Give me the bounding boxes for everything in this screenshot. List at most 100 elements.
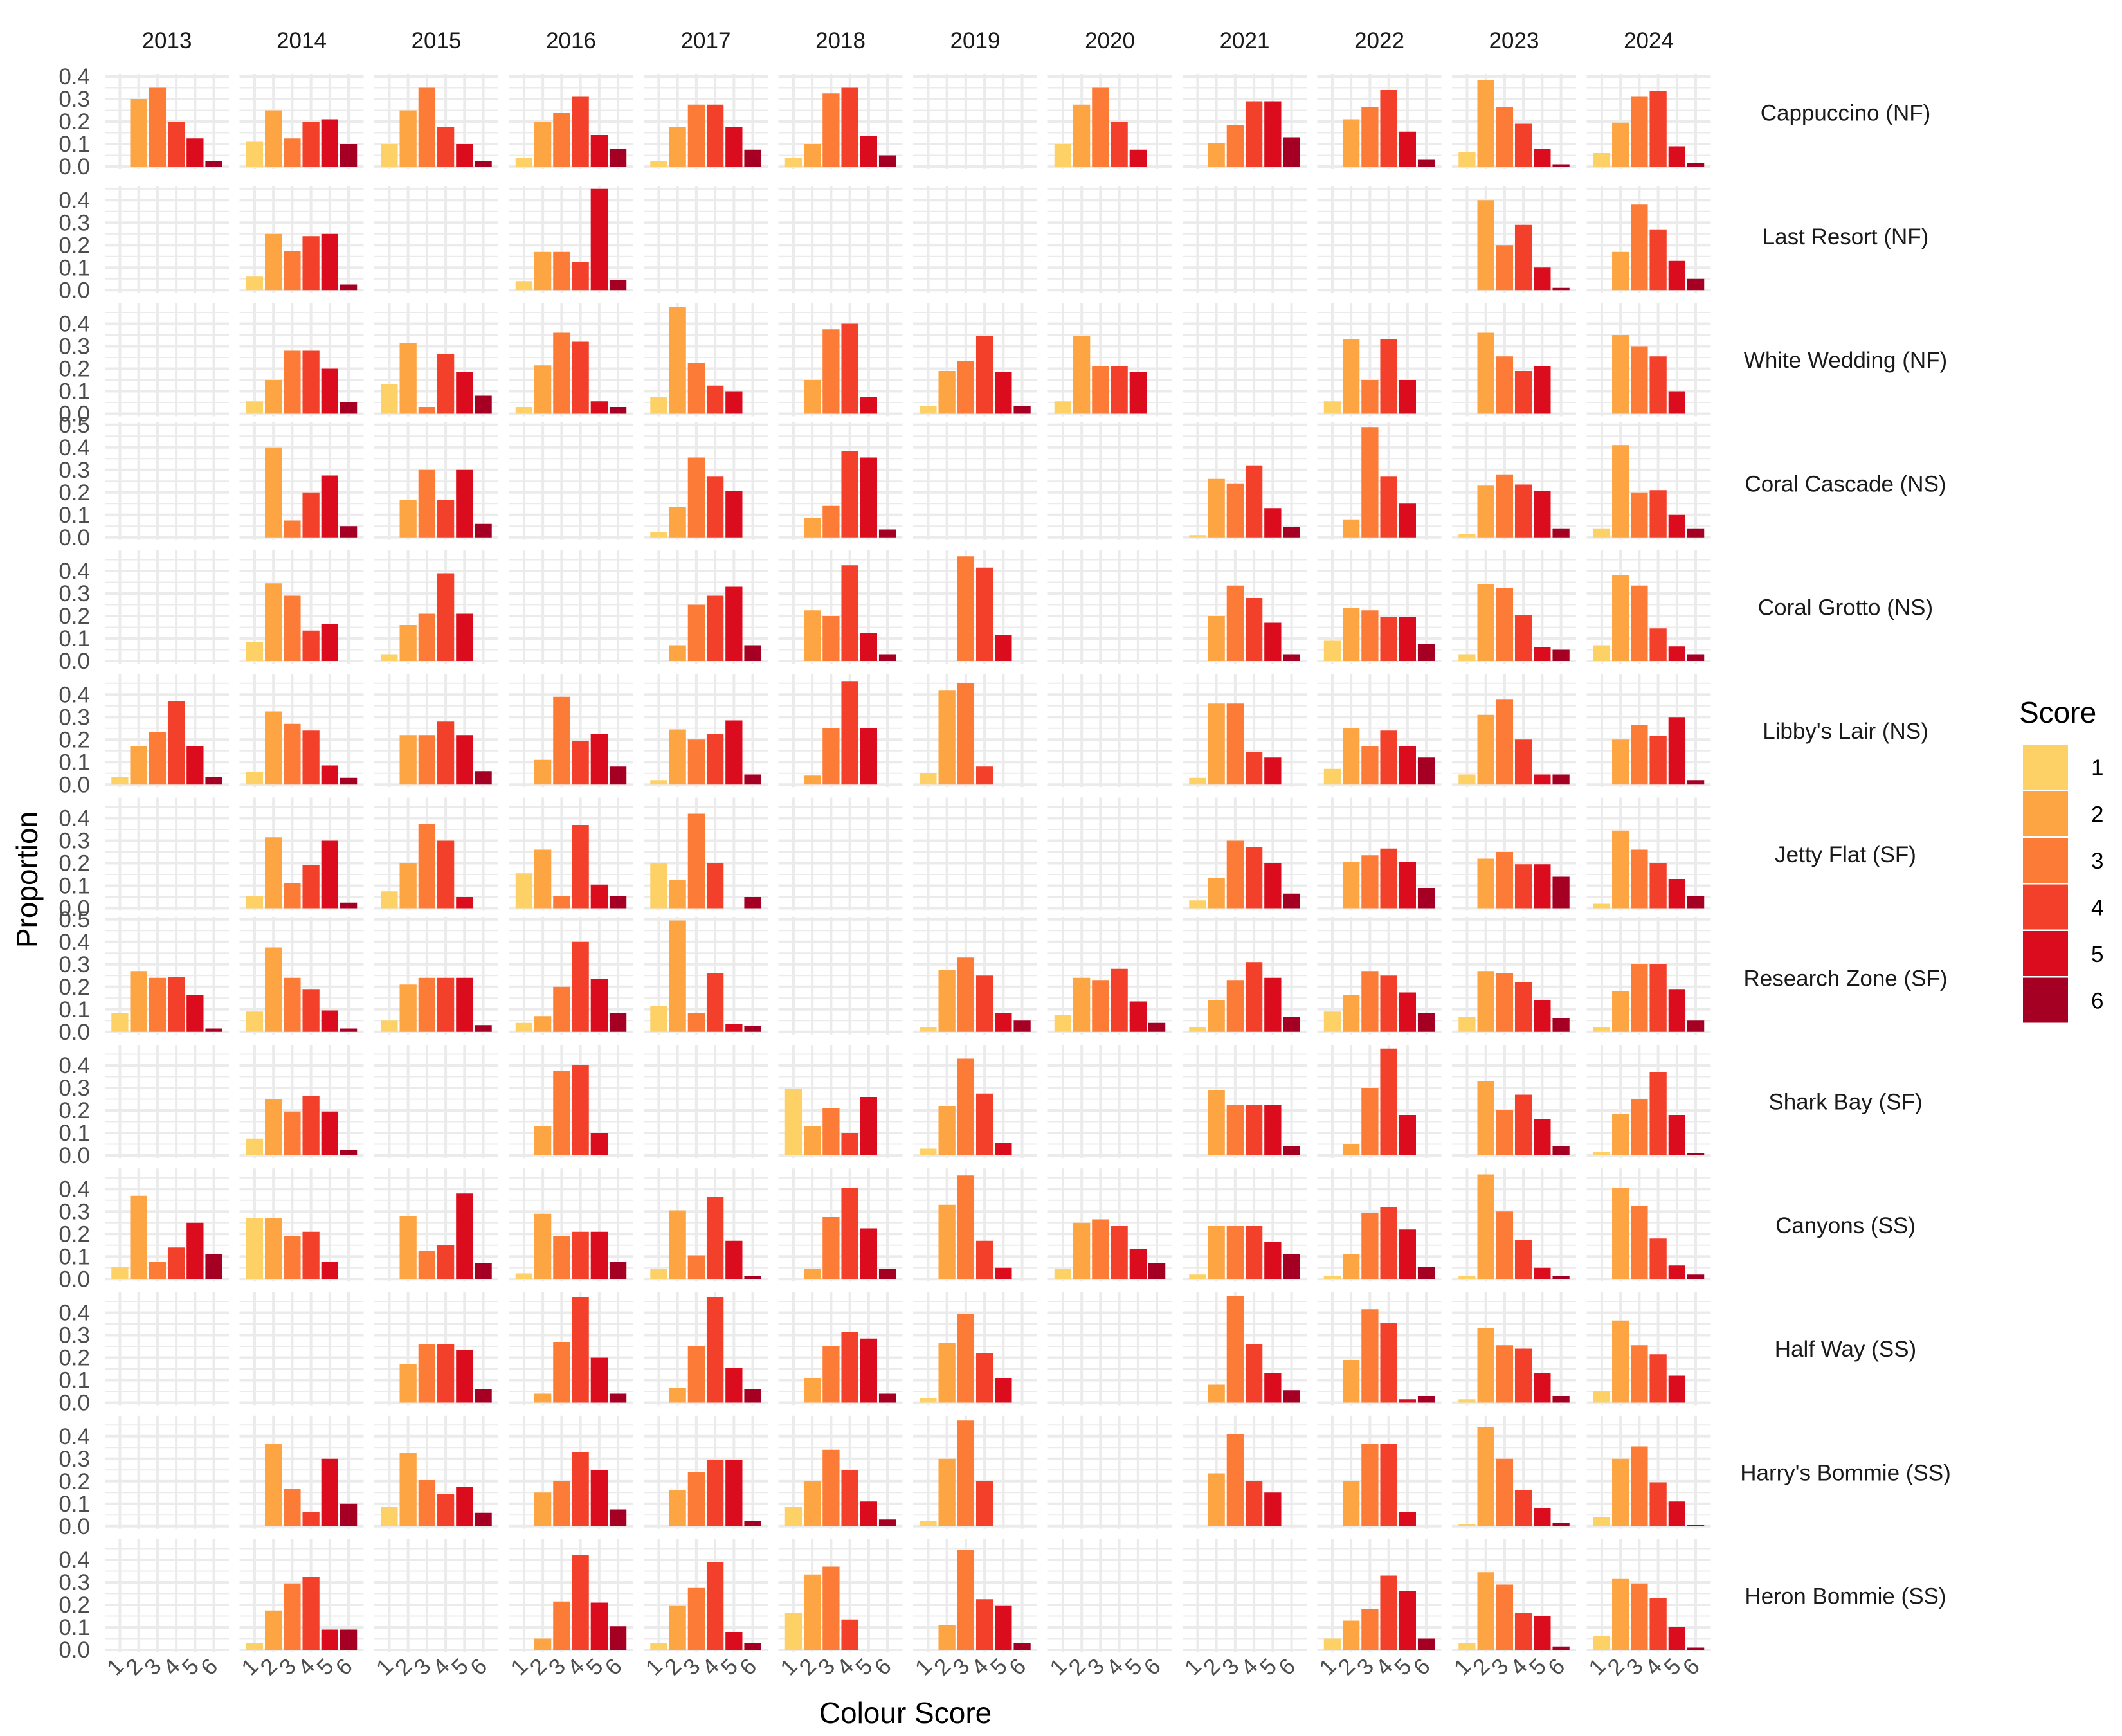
legend-label: 3 [2091, 849, 2103, 874]
bar [1380, 1048, 1397, 1155]
y-tick-label: 0.4 [59, 312, 90, 337]
bar [822, 1566, 840, 1650]
bar [1342, 339, 1360, 414]
bar [1361, 1444, 1379, 1526]
bar [1399, 862, 1417, 909]
bar [475, 1512, 492, 1526]
bar [321, 119, 339, 167]
bar [475, 395, 492, 414]
bar [456, 1350, 473, 1403]
bar [938, 970, 956, 1032]
bar [399, 500, 417, 538]
bar [860, 457, 878, 538]
labels: 2013 2014 2015 2016 2017 2018 2019 2020 2021 2022… [59, 28, 1950, 1680]
bar [609, 280, 627, 291]
bar [975, 1353, 993, 1403]
bar [321, 624, 339, 661]
bar [590, 135, 608, 167]
bar [1264, 1242, 1282, 1279]
gridlines [105, 74, 1711, 1652]
y-tick-label: 0.2 [59, 1346, 90, 1371]
bar [1631, 346, 1648, 414]
bar [706, 734, 724, 785]
bar [1687, 1020, 1705, 1032]
bar [1129, 149, 1147, 167]
bar [995, 1013, 1012, 1032]
bar [572, 941, 589, 1032]
bar [340, 1150, 358, 1155]
bar [995, 1267, 1012, 1279]
y-tick-label: 0.0 [59, 896, 90, 921]
bar [609, 1013, 627, 1032]
y-tick-label: 0.2 [59, 1222, 90, 1247]
bar [264, 1218, 282, 1279]
bar [399, 1364, 417, 1403]
bar [302, 122, 320, 167]
bar [205, 1028, 222, 1032]
y-tick-label: 0.2 [59, 851, 90, 876]
bar [744, 1276, 761, 1279]
bar [590, 734, 608, 785]
bar [1264, 508, 1282, 538]
bar [803, 380, 821, 414]
bar [321, 233, 339, 291]
bar [572, 825, 589, 909]
x-tick-label: 6 [1139, 1654, 1165, 1680]
bar [841, 565, 858, 661]
bar [1092, 87, 1109, 167]
bar [1129, 1249, 1147, 1279]
bar [1380, 848, 1397, 909]
bar [706, 973, 724, 1032]
bar [1073, 104, 1091, 167]
bar [803, 1481, 821, 1526]
bar [1514, 1490, 1532, 1526]
bar [456, 735, 473, 785]
bar [995, 635, 1012, 661]
y-tick-label: 0.4 [59, 559, 90, 584]
bar [1226, 125, 1244, 167]
bar [284, 1111, 301, 1155]
y-tick-label: 0.4 [59, 435, 90, 460]
bar [302, 865, 320, 909]
bar [995, 1143, 1012, 1155]
bar [475, 771, 492, 785]
bar [803, 775, 821, 785]
bar [669, 127, 686, 167]
bar [1264, 863, 1282, 909]
bar [321, 1010, 339, 1032]
y-tick-label: 0.2 [59, 1098, 90, 1123]
bar [264, 380, 282, 414]
y-tick-label: 0.3 [59, 334, 90, 359]
bar [1283, 1146, 1300, 1155]
bar [456, 1487, 473, 1526]
bar [1342, 519, 1360, 538]
legend-label: 5 [2091, 942, 2103, 967]
bar [650, 1269, 667, 1279]
bar [284, 1236, 301, 1279]
y-tick-label: 0.4 [59, 1177, 90, 1202]
x-axis-title: Colour Score [819, 1696, 992, 1730]
bar [553, 251, 570, 291]
bar [1380, 975, 1397, 1032]
bar [1013, 1020, 1031, 1032]
legend-key-score-4 [2023, 884, 2068, 930]
bar [1226, 703, 1244, 785]
bar [437, 127, 455, 167]
bar [725, 127, 743, 167]
bar [1552, 649, 1570, 661]
y-tick-label: 0.0 [59, 1514, 90, 1539]
bar [1342, 119, 1360, 167]
bar [938, 1625, 956, 1650]
bar [1226, 1105, 1244, 1155]
bar [1668, 1501, 1686, 1526]
bar [437, 500, 455, 538]
bar [1668, 146, 1686, 167]
bar [284, 883, 301, 909]
bar [340, 284, 358, 291]
bar [1361, 1213, 1379, 1279]
bar [878, 529, 896, 538]
bar [264, 1099, 282, 1155]
bar [1514, 1094, 1532, 1155]
bar [205, 161, 222, 167]
bar [669, 1605, 686, 1650]
